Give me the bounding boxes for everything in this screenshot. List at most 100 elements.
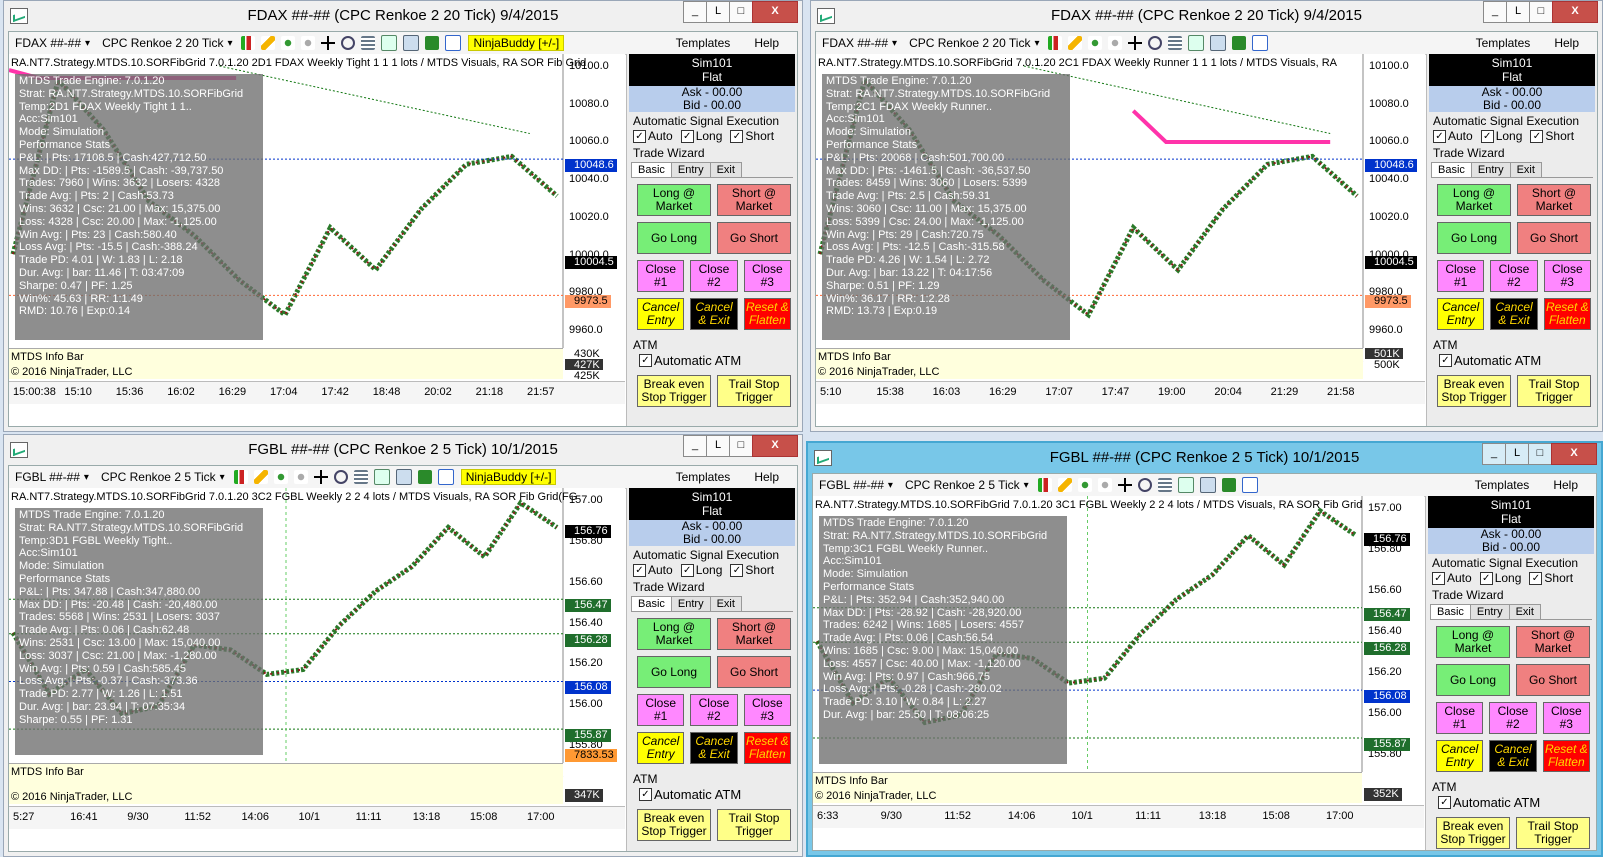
tab-entry[interactable]: Entry (1469, 604, 1510, 619)
automatic-atm-checkbox[interactable]: ✓ Automatic ATM (627, 786, 797, 803)
cancel-entry-button[interactable]: Cancel Entry (1436, 740, 1484, 772)
close-button[interactable]: X (1552, 1, 1598, 23)
remove-draw-icon[interactable] (1097, 478, 1112, 492)
minimize-button[interactable]: _ (1483, 1, 1507, 23)
tab-entry[interactable]: Entry (670, 162, 711, 177)
zoom-icon[interactable] (333, 470, 348, 484)
cancel-exit-button[interactable]: Cancel & Exit (690, 298, 738, 330)
reset-flatten-button[interactable]: Reset & Flatten (743, 298, 791, 330)
indicator-icon[interactable] (373, 469, 390, 485)
restore-button[interactable]: □ (729, 435, 753, 457)
crosshair-icon[interactable] (1128, 36, 1143, 50)
reset-flatten-button[interactable]: Reset & Flatten (1542, 740, 1590, 772)
pencil-icon[interactable] (1068, 36, 1083, 50)
drawing-tool-icon[interactable] (1088, 36, 1103, 50)
properties-icon[interactable] (1168, 36, 1183, 50)
templates-menu[interactable]: Templates (675, 36, 731, 50)
crosshair-icon[interactable] (1117, 478, 1132, 492)
help-menu[interactable]: Help (754, 36, 779, 50)
title-bar[interactable]: FDAX ##-## (CPC Renkoe 2 20 Tick) 9/4/20… (4, 1, 802, 31)
cancel-exit-button[interactable]: Cancel & Exit (690, 732, 738, 764)
tab-basic[interactable]: Basic (631, 162, 672, 177)
drawing-tool-icon[interactable] (273, 470, 288, 484)
auto-checkbox[interactable]: ✓ Auto (633, 563, 673, 577)
restore-button[interactable]: □ (1529, 1, 1553, 23)
templates-menu[interactable]: Templates (1474, 478, 1530, 492)
reset-flatten-button[interactable]: Reset & Flatten (1543, 298, 1591, 330)
chart-window-fgbl-runner[interactable]: FGBL ##-## (CPC Renkoe 2 5 Tick) 10/1/20… (806, 441, 1603, 857)
data-box-icon[interactable] (437, 469, 454, 485)
trail-stop-button[interactable]: Trail Stop Trigger (1517, 375, 1591, 407)
title-bar[interactable]: FDAX ##-## (CPC Renkoe 2 20 Tick) 9/4/20… (811, 1, 1602, 31)
close-2-button[interactable]: Close #2 (690, 260, 738, 292)
go-long-button[interactable]: Go Long (1436, 664, 1510, 696)
go-short-button[interactable]: Go Short (717, 222, 791, 254)
properties-icon[interactable] (361, 36, 376, 50)
close-1-button[interactable]: Close #1 (637, 694, 685, 726)
break-even-button[interactable]: Break even Stop Trigger (637, 375, 711, 407)
price-chart[interactable]: RA.NT7.Strategy.MTDS.10.SORFibGrid 7.0.1… (9, 488, 625, 829)
crosshair-icon[interactable] (313, 470, 328, 484)
go-long-button[interactable]: Go Long (1437, 222, 1511, 254)
pencil-icon[interactable] (261, 36, 276, 50)
time-axis[interactable]: 5:27 16:41 9/30 11:52 14:06 10/1 11:11 13:18 15:… (9, 806, 625, 829)
bar-style-icon[interactable] (233, 470, 248, 484)
go-short-button[interactable]: Go Short (717, 656, 791, 688)
long-checkbox[interactable]: ✓ Long (680, 563, 722, 577)
remove-draw-icon[interactable] (1108, 36, 1123, 50)
auto-checkbox[interactable]: ✓ Auto (633, 129, 673, 143)
automatic-atm-checkbox[interactable]: ✓ Automatic ATM (1427, 352, 1597, 369)
close-1-button[interactable]: Close #1 (1436, 702, 1484, 734)
close-1-button[interactable]: Close #1 (637, 260, 685, 292)
short-market-button[interactable]: Short @ Market (717, 184, 791, 216)
instrument-selector[interactable]: FGBL ##-## (9, 467, 95, 487)
app-icon[interactable] (10, 442, 28, 458)
data-box-icon[interactable] (1252, 35, 1269, 51)
tab-exit[interactable]: Exit (1508, 604, 1541, 619)
instrument-selector[interactable]: FGBL ##-## (813, 475, 899, 495)
maximize-button[interactable]: L (1505, 443, 1529, 465)
time-axis[interactable]: 15:00:38 15:10 15:36 16:02 16:29 17:04 17:42 18… (9, 381, 625, 404)
go-long-button[interactable]: Go Long (637, 222, 711, 254)
help-menu[interactable]: Help (1554, 36, 1579, 50)
trail-stop-button[interactable]: Trail Stop Trigger (717, 809, 791, 841)
short-checkbox[interactable]: ✓ Short (730, 563, 774, 577)
long-market-button[interactable]: Long @ Market (1436, 626, 1510, 658)
drawing-tool-icon[interactable] (1077, 478, 1092, 492)
break-even-button[interactable]: Break even Stop Trigger (1437, 375, 1511, 407)
strategy-icon[interactable] (417, 470, 432, 484)
price-chart[interactable]: RA.NT7.Strategy.MTDS.10.SORFibGrid 7.0.1… (816, 54, 1425, 404)
tab-entry[interactable]: Entry (670, 596, 711, 611)
bar-style-icon[interactable] (1048, 36, 1063, 50)
auto-checkbox[interactable]: ✓ Auto (1432, 571, 1472, 585)
close-3-button[interactable]: Close #3 (1542, 702, 1590, 734)
price-chart[interactable]: RA.NT7.Strategy.MTDS.10.SORFibGrid 7.0.1… (813, 496, 1424, 828)
minimize-button[interactable]: _ (1482, 443, 1506, 465)
reset-flatten-button[interactable]: Reset & Flatten (743, 732, 791, 764)
chart-window-fdax-tight[interactable]: FDAX ##-## (CPC Renkoe 2 20 Tick) 9/4/20… (3, 0, 803, 432)
long-market-button[interactable]: Long @ Market (637, 184, 711, 216)
close-3-button[interactable]: Close #3 (743, 260, 791, 292)
short-market-button[interactable]: Short @ Market (1516, 626, 1590, 658)
short-checkbox[interactable]: ✓ Short (730, 129, 774, 143)
restore-button[interactable]: □ (729, 1, 753, 23)
ninjabuddy-button[interactable]: NinjaBuddy [+/-] (468, 35, 565, 51)
maximize-button[interactable]: L (1506, 1, 1530, 23)
go-short-button[interactable]: Go Short (1517, 222, 1591, 254)
time-axis[interactable]: 6:33 9/30 11:52 14:06 10/1 11:11 13:18 15:08 17:… (813, 805, 1424, 828)
long-checkbox[interactable]: ✓ Long (680, 129, 722, 143)
go-short-button[interactable]: Go Short (1516, 664, 1590, 696)
minimize-button[interactable]: _ (683, 1, 707, 23)
title-bar[interactable]: FGBL ##-## (CPC Renkoe 2 5 Tick) 10/1/20… (808, 443, 1601, 473)
cancel-entry-button[interactable]: Cancel Entry (637, 732, 685, 764)
restore-button[interactable]: □ (1528, 443, 1552, 465)
short-market-button[interactable]: Short @ Market (1517, 184, 1591, 216)
drawing-tool-icon[interactable] (281, 36, 296, 50)
crosshair-icon[interactable] (321, 36, 336, 50)
bar-style-icon[interactable] (1037, 478, 1052, 492)
chart-icon[interactable] (1199, 477, 1216, 493)
instrument-selector[interactable]: FDAX ##-## (816, 33, 903, 53)
tab-entry[interactable]: Entry (1470, 162, 1511, 177)
cancel-entry-button[interactable]: Cancel Entry (637, 298, 685, 330)
close-2-button[interactable]: Close #2 (1490, 260, 1538, 292)
